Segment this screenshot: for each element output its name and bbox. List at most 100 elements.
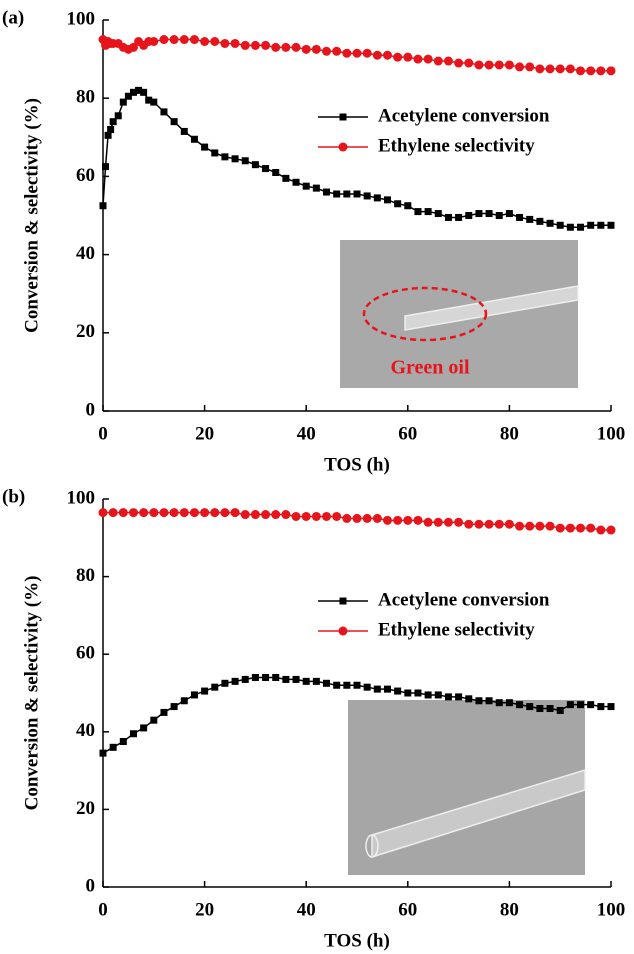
data-point	[536, 705, 544, 713]
y-tick-label: 20	[76, 798, 95, 819]
data-point	[526, 703, 534, 711]
data-point	[505, 699, 513, 707]
data-point	[119, 98, 127, 106]
data-point	[414, 208, 422, 216]
data-point	[393, 515, 403, 525]
data-point	[291, 42, 301, 52]
data-point	[545, 64, 555, 74]
data-point	[596, 66, 606, 76]
x-tick-label: 20	[195, 899, 214, 920]
data-point	[99, 749, 107, 757]
data-point	[230, 508, 240, 518]
data-point	[516, 213, 524, 221]
y-axis-label: Conversion & selectivity (%)	[21, 98, 42, 333]
data-point	[403, 515, 413, 525]
data-point	[261, 510, 271, 520]
data-point	[190, 691, 198, 699]
data-point	[352, 48, 362, 58]
data-point	[159, 508, 169, 518]
inset-photo-a	[340, 240, 579, 388]
data-point	[443, 56, 453, 66]
data-point	[383, 685, 391, 693]
data-point	[302, 677, 310, 685]
data-point	[516, 701, 524, 709]
data-point	[108, 508, 118, 518]
data-point	[160, 708, 168, 716]
y-tick-label: 0	[86, 875, 96, 896]
y-axis-label: Conversion & selectivity (%)	[21, 576, 42, 811]
data-point	[474, 519, 484, 529]
panel-label: (b)	[2, 486, 25, 507]
data-point	[484, 519, 494, 529]
data-point	[241, 157, 249, 165]
x-tick-label: 100	[597, 899, 626, 920]
data-point	[494, 60, 504, 70]
data-point	[220, 38, 230, 48]
data-point	[332, 46, 342, 56]
data-point	[240, 40, 250, 50]
data-point	[495, 212, 503, 219]
x-axis-label: TOS (h)	[324, 454, 390, 475]
data-point	[145, 96, 153, 104]
y-tick-label: 40	[76, 243, 95, 264]
data-point	[135, 86, 143, 94]
data-point	[555, 64, 565, 74]
x-tick-label: 80	[500, 899, 519, 920]
data-point	[322, 511, 332, 521]
data-point	[607, 703, 615, 711]
data-point	[150, 98, 158, 106]
data-point	[139, 508, 149, 518]
y-tick-label: 40	[76, 720, 95, 741]
data-point	[211, 149, 219, 157]
data-point	[535, 64, 545, 74]
data-point	[261, 40, 271, 50]
data-point	[465, 212, 473, 219]
data-point	[414, 689, 422, 697]
data-point	[586, 523, 596, 533]
data-point	[394, 687, 402, 695]
data-point	[179, 508, 189, 518]
x-tick-label: 40	[297, 899, 316, 920]
data-point	[536, 217, 544, 225]
y-tick-label: 100	[67, 8, 96, 29]
data-point	[129, 730, 137, 738]
data-point	[566, 223, 574, 231]
data-point	[333, 681, 341, 689]
data-point	[363, 192, 371, 200]
data-point	[343, 190, 351, 198]
data-point	[565, 64, 575, 74]
data-point	[292, 178, 300, 186]
data-point	[424, 208, 432, 216]
data-point	[124, 92, 132, 100]
data-point	[576, 66, 586, 76]
data-point	[515, 521, 525, 531]
data-point	[332, 511, 342, 521]
x-tick-label: 100	[597, 423, 626, 444]
data-point	[433, 517, 443, 527]
data-point	[301, 44, 311, 54]
data-point	[159, 35, 169, 45]
data-point	[311, 511, 321, 521]
data-point	[129, 88, 137, 96]
data-point	[546, 705, 554, 713]
data-point	[587, 701, 595, 709]
y-tick-label: 60	[76, 643, 95, 664]
data-point	[444, 213, 452, 221]
data-point	[423, 54, 433, 64]
data-point	[394, 200, 402, 208]
data-point	[423, 517, 433, 527]
y-tick-label: 80	[76, 87, 95, 108]
data-point	[566, 701, 574, 709]
data-point	[119, 738, 127, 745]
y-tick-label: 20	[76, 321, 95, 342]
data-point	[251, 673, 259, 681]
x-tick-label: 20	[195, 423, 214, 444]
data-point	[485, 210, 493, 218]
data-point	[189, 35, 199, 45]
x-axis-label: TOS (h)	[324, 930, 390, 951]
data-point	[272, 673, 280, 681]
annotation: Green oil	[390, 357, 470, 379]
x-tick-label: 0	[98, 899, 108, 920]
data-point	[393, 52, 403, 62]
data-point	[210, 508, 220, 518]
